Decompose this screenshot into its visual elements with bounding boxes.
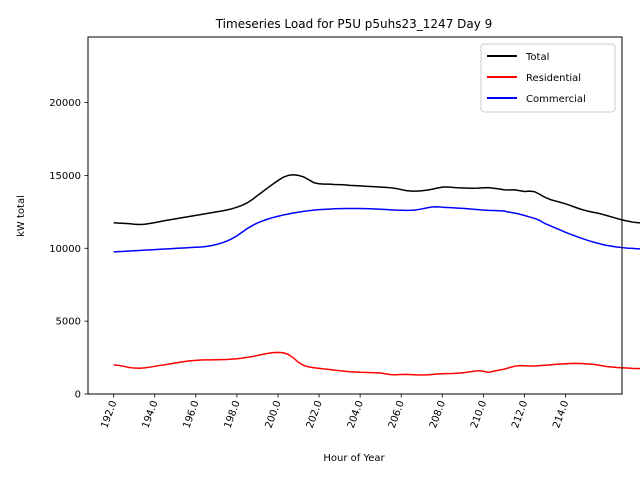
y-tick-label: 20000 — [49, 98, 81, 109]
axes-layer — [87, 36, 623, 395]
y-tick-label: 0 — [75, 390, 81, 401]
legend-label-commercial: Commercial — [526, 94, 586, 105]
series-layer — [113, 173, 640, 376]
plot-frame — [87, 36, 623, 395]
y-tick-label: 5000 — [56, 317, 81, 328]
y-tick-label: 10000 — [49, 244, 81, 255]
legend-label-residential: Residential — [526, 73, 581, 84]
chart-title: Timeseries Load for P5U p5uhs23_1247 Day… — [215, 17, 493, 31]
legend-box — [480, 43, 616, 113]
series-line-total — [113, 173, 640, 226]
series-line-residential — [113, 351, 640, 376]
y-axis-label: kW total — [16, 195, 27, 237]
legend-label-total: Total — [525, 52, 549, 63]
series-line-commercial — [113, 206, 640, 253]
x-axis-label: Hour of Year — [323, 453, 385, 464]
legend: Total Residential Commercial — [480, 43, 616, 113]
y-tick-label: 15000 — [49, 171, 81, 182]
y-axis-ticks: 0 5000 10000 15000 20000 — [49, 98, 88, 401]
legend-items: Total Residential Commercial — [487, 52, 586, 105]
